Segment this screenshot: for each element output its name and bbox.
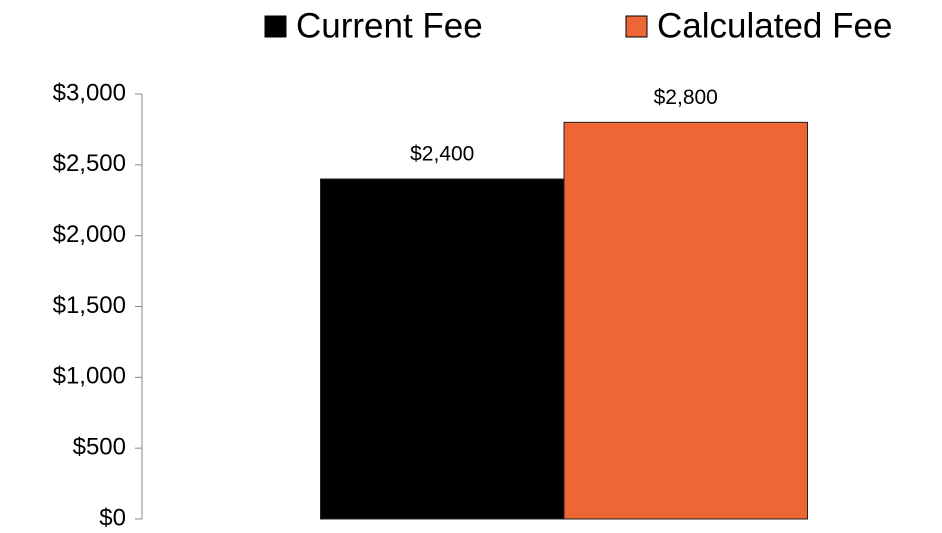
data-label: $2,400: [410, 143, 474, 166]
legend-label: Current Fee: [296, 6, 483, 45]
legend-label: Calculated Fee: [657, 6, 892, 45]
data-label: $2,800: [654, 86, 718, 109]
legend-swatch: [625, 15, 648, 38]
y-tick-label: $2,000: [53, 221, 126, 248]
y-tick-label: $1,500: [53, 292, 126, 319]
legend-swatch: [264, 15, 287, 38]
bar: [320, 178, 565, 520]
bar: [563, 121, 808, 520]
y-tick-label: $3,000: [53, 79, 126, 106]
y-tick-label: $1,000: [53, 363, 126, 390]
y-tick-label: $0: [99, 504, 126, 531]
y-tick-label: $500: [73, 434, 126, 461]
y-tick-label: $2,500: [53, 150, 126, 177]
